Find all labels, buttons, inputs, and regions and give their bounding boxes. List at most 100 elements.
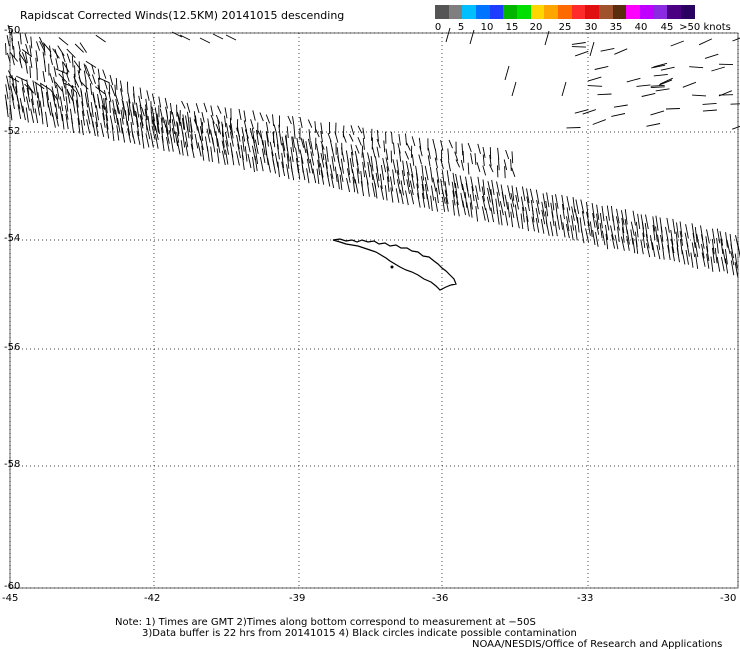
wind-barb [329,164,334,179]
wind-barb [59,96,64,112]
wind-barb [306,149,310,164]
wind-barb [100,122,105,137]
wind-barb [362,161,366,178]
wind-barb [390,187,394,203]
lon-label-39: -39 [289,593,306,604]
wind-barb [566,216,570,232]
wind-barb [108,91,112,103]
wind-barb [116,104,121,115]
wind-barb [440,158,444,170]
wind-barb [292,116,295,128]
wind-barb [157,122,160,134]
wind-barb [61,70,65,82]
wind-barb [436,167,440,183]
wind-barb [469,194,473,210]
wind-barb [540,218,545,234]
credit-line: NOAA/NESDIS/Office of Research and Appli… [472,639,723,650]
wind-barb [85,60,97,68]
wind-barb [635,238,639,254]
wind-barb [165,106,169,118]
legend-label: 0 [434,22,442,33]
wind-barb [732,125,740,130]
wind-barb [54,81,63,92]
legend-label: 5 [457,22,465,33]
wind-barb [476,162,481,173]
wind-barb [491,179,495,195]
wind-barb [536,200,540,215]
wind-barb [98,77,101,90]
wind-barb [340,158,344,174]
wind-barb [334,166,338,182]
wind-barb [329,140,334,151]
wind-barb [406,142,411,151]
wind-barb [164,97,168,109]
wind-barb [194,133,199,149]
wind-barb [376,166,380,182]
wind-barb [376,138,381,149]
wind-barb [497,147,500,160]
wind-barb [193,119,199,128]
wind-barb [501,191,506,207]
wind-barb [62,61,65,73]
wind-barb [320,153,325,168]
wind-barb [410,190,415,205]
wind-barb [74,43,85,53]
wind-barb [109,100,111,113]
wind-barb [6,75,10,90]
wind-barb [599,222,603,239]
wind-barb [244,129,249,139]
wind-barb [43,43,46,56]
wind-barb [194,115,198,131]
wind-barb [714,247,718,264]
wind-barb [36,41,41,51]
wind-barb [56,84,60,100]
wind-barb [710,256,714,272]
wind-barb [734,262,739,277]
wind-barb [586,201,589,218]
wind-barb [179,34,191,41]
wind-barb [320,130,323,143]
wind-barb [455,159,461,168]
wind-barb [676,247,680,263]
wind-barb [642,232,646,248]
wind-barb [405,133,407,146]
lon-label-42: -42 [144,593,161,604]
wind-barb [730,103,740,105]
wind-barb [725,232,728,248]
wind-barb [496,191,500,207]
wind-barb [430,185,435,201]
wind-barb [481,195,486,211]
wind-barb [507,201,510,218]
wind-barb [308,129,311,141]
wind-barb [65,96,69,112]
wind-barb [250,119,254,130]
wind-barb [465,183,470,198]
wind-barb [49,73,54,83]
wind-barb [461,183,466,199]
wind-barb [520,196,525,212]
wind-barb [251,128,255,144]
wind-barb [326,172,331,187]
wind-barb [380,185,385,200]
wind-barb [545,221,550,236]
wind-barb [655,226,658,242]
wind-barb [176,121,180,137]
lat-lon-grid [9,32,739,589]
wind-barb [587,76,602,82]
wind-barb [43,60,47,72]
wind-barb [382,157,387,173]
wind-barb [35,82,39,99]
wind-barb [646,123,661,127]
wind-barb [665,108,680,110]
wind-barb [307,119,313,128]
wind-barb [158,96,162,108]
wind-barb [71,55,74,68]
wind-barb [617,226,620,243]
wind-barb [632,210,636,226]
map-frame [9,32,739,589]
wind-barb [115,94,120,105]
wind-barb [225,140,230,155]
wind-barb [706,229,710,244]
wind-barb [73,60,82,71]
wind-barb [201,111,205,123]
